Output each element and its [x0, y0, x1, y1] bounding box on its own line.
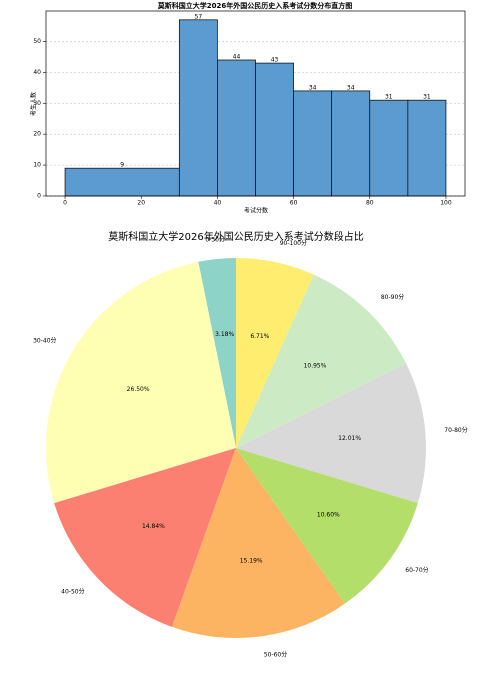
bar	[407, 99, 447, 197]
slice-label: 40-50分	[61, 588, 84, 596]
slice-value-label: 12.01%	[338, 435, 361, 442]
bar-label: 31	[423, 94, 431, 101]
slice-label: 0-30分	[205, 236, 225, 244]
bar	[64, 167, 180, 197]
bar-label: 34	[309, 84, 317, 91]
slice-value-label: 3.18%	[215, 331, 234, 338]
bar-label: 31	[385, 94, 393, 101]
x-tick-label: 80	[366, 200, 374, 207]
x-tick-label: 60	[290, 200, 298, 207]
hist-title: 莫斯科国立大学2026年外国公民历史入系考试分数分布直方图	[157, 1, 352, 10]
bar	[331, 90, 371, 197]
y-tick-label: 0	[37, 193, 41, 200]
slice-value-label: 10.95%	[304, 362, 327, 369]
bar	[369, 99, 409, 197]
pie-slice	[54, 448, 237, 627]
pie-slice	[198, 258, 236, 448]
slice-label: 30-40分	[33, 336, 56, 344]
x-tick-label: 20	[137, 200, 145, 207]
slice-value-label: 15.19%	[240, 557, 263, 564]
slice-label: 50-60分	[264, 651, 287, 659]
y-tick-label: 20	[33, 131, 41, 138]
bar	[217, 59, 256, 197]
slice-value-label: 26.50%	[127, 386, 150, 393]
slice-label: 60-70分	[405, 566, 428, 574]
slice-value-label: 14.84%	[142, 523, 165, 530]
bar-label: 57	[195, 13, 203, 20]
y-tick-label: 10	[33, 162, 41, 169]
slice-label: 80-90分	[381, 293, 404, 301]
bar-label: 9	[120, 162, 124, 169]
y-tick-label: 50	[33, 38, 41, 45]
pie-slice	[236, 274, 407, 448]
bar-label: 44	[233, 53, 241, 60]
bar	[255, 62, 294, 197]
y-tick-label: 30	[33, 100, 41, 107]
slice-value-label: 6.71%	[250, 333, 269, 340]
slice-label: 90-100分	[280, 239, 307, 247]
bar	[178, 19, 218, 197]
axes-frame	[45, 10, 466, 197]
y-axis-label: 考生人数	[30, 92, 38, 116]
pie-slice	[46, 261, 237, 504]
slice-label: 70-80分	[444, 426, 467, 434]
pie-slice	[236, 363, 426, 504]
bar-label: 43	[271, 57, 279, 64]
x-tick-label: 40	[214, 200, 222, 207]
x-axis-label: 考试分数	[244, 207, 268, 215]
slice-value-label: 10.60%	[317, 511, 340, 518]
bar	[293, 90, 333, 197]
bar-label: 34	[347, 84, 355, 91]
y-tick-label: 40	[33, 69, 41, 76]
pie-slice	[236, 448, 418, 604]
x-tick-label: 0	[63, 200, 67, 207]
x-tick-label: 100	[440, 200, 452, 207]
pie-title: 莫斯科国立大学2026年外国公民历史入系考试分数段占比	[108, 230, 363, 243]
pie-slice	[171, 448, 345, 638]
pie-slice	[236, 258, 314, 448]
